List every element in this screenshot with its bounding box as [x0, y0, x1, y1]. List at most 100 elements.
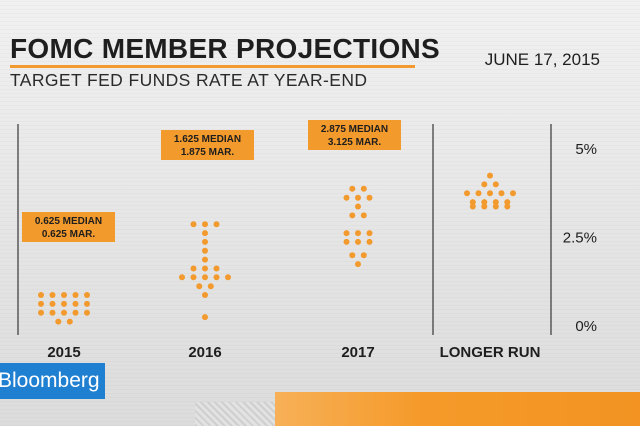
projection-dot: [366, 194, 373, 201]
projection-dot: [343, 230, 350, 237]
annotation-median-text: 2.875 MEDIAN: [321, 124, 388, 135]
projection-dot: [202, 265, 208, 272]
projection-dot: [202, 292, 208, 298]
y-tick-label: 5%: [575, 141, 597, 158]
title-underline: [10, 65, 415, 68]
column-dividers: [17, 124, 552, 335]
y-tick-label: 0%: [575, 318, 597, 335]
projection-dot: [38, 292, 44, 298]
projection-dot: [469, 199, 476, 206]
projection-dot: [492, 203, 499, 210]
projection-dot: [213, 265, 220, 272]
bottom-stripe-gray: [195, 402, 285, 426]
projection-dot: [202, 256, 208, 263]
chart-title: FOMC MEMBER PROJECTIONS: [10, 33, 441, 64]
projection-dot: [355, 230, 361, 237]
x-category-label: 2017: [341, 344, 374, 361]
title-block: FOMC MEMBER PROJECTIONS TARGET FED FUNDS…: [10, 34, 440, 91]
x-category-label: 2015: [47, 344, 80, 361]
projection-dot: [190, 274, 197, 281]
projection-dot: [487, 190, 493, 197]
projection-dot: [492, 181, 499, 188]
projection-dot: [61, 309, 67, 316]
projection-dot: [202, 274, 208, 281]
projection-dot: [196, 283, 203, 290]
projection-dot: [355, 203, 361, 210]
median-annotations: 0.625 MEDIAN 0.625 MAR. 1.625 MEDIAN 1.875 …: [22, 120, 401, 242]
bottom-bar-orange: [275, 392, 640, 426]
projection-dot: [343, 194, 350, 201]
projection-dot: [207, 283, 214, 290]
projection-dot: [213, 274, 220, 281]
projection-dot: [38, 309, 44, 316]
projection-dot: [72, 292, 79, 298]
median-annotation-2016: 1.625 MEDIAN 1.875 MAR.: [161, 130, 254, 160]
projection-dot: [202, 230, 208, 237]
annotation-box: [161, 130, 254, 160]
median-annotation-2015: 0.625 MEDIAN 0.625 MAR.: [22, 212, 115, 242]
projection-dot: [504, 203, 511, 210]
projection-dot: [343, 238, 350, 245]
date-label: JUNE 17, 2015: [484, 50, 600, 69]
projection-dot: [61, 300, 67, 307]
projection-dot: [84, 309, 90, 316]
projection-dot: [475, 190, 482, 197]
projection-dot: [349, 212, 356, 219]
projection-dot: [72, 309, 79, 316]
projection-dot: [202, 238, 208, 245]
projection-dot: [49, 300, 56, 307]
projection-dot: [366, 230, 373, 237]
projection-dot: [504, 199, 511, 206]
projection-dot: [360, 252, 367, 259]
median-annotation-2017: 2.875 MEDIAN 3.125 MAR.: [308, 120, 401, 150]
projection-dot: [360, 185, 367, 192]
projection-dot: [355, 261, 361, 268]
x-category-label: LONGER RUN: [440, 344, 541, 361]
projection-dot: [179, 274, 185, 281]
projection-dot: [213, 221, 220, 228]
x-category-label: 2016: [188, 344, 221, 361]
projection-dot: [481, 181, 488, 188]
projection-dot: [55, 318, 62, 325]
projection-dot: [355, 194, 361, 201]
projection-dot: [349, 252, 356, 259]
projection-dot: [498, 190, 505, 197]
annotation-median-text: 0.625 MEDIAN: [35, 216, 102, 227]
projection-dot: [84, 292, 90, 298]
projection-dots: [38, 172, 516, 325]
projection-dot: [464, 190, 470, 197]
projection-dot: [49, 309, 56, 316]
projection-dot: [202, 221, 208, 228]
projection-dot: [469, 203, 476, 210]
projection-dot: [510, 190, 516, 197]
projection-dot: [61, 292, 67, 298]
annotation-march-text: 0.625 MAR.: [42, 229, 96, 240]
projection-dot: [487, 172, 493, 179]
projection-dot: [49, 292, 56, 298]
projection-dot: [481, 199, 488, 206]
annotation-march-text: 3.125 MAR.: [328, 137, 382, 148]
chart-subtitle: TARGET FED FUNDS RATE AT YEAR-END: [10, 70, 368, 90]
annotation-median-text: 1.625 MEDIAN: [174, 134, 241, 145]
projection-dot: [84, 300, 90, 307]
projection-dot: [190, 221, 197, 228]
bloomberg-logo: Bloomberg: [0, 363, 105, 399]
projection-dot: [38, 300, 44, 307]
y-axis-ticks: 0% 2.5% 5%: [563, 141, 597, 335]
projection-dot: [492, 199, 499, 206]
projection-dot: [355, 238, 361, 245]
annotation-march-text: 1.875 MAR.: [181, 147, 235, 158]
projection-dot: [225, 274, 231, 281]
projection-dot: [481, 203, 488, 210]
projection-dot: [72, 300, 79, 307]
projection-dot: [349, 185, 356, 192]
projection-dot: [366, 238, 373, 245]
projection-dot: [202, 247, 208, 254]
y-tick-label: 2.5%: [563, 230, 597, 247]
projection-dot: [360, 212, 367, 219]
projection-dot: [190, 265, 197, 272]
projection-dot: [202, 314, 208, 321]
x-axis-categories: 2015 2016 2017 LONGER RUN: [47, 344, 540, 361]
projection-dot: [66, 318, 73, 325]
